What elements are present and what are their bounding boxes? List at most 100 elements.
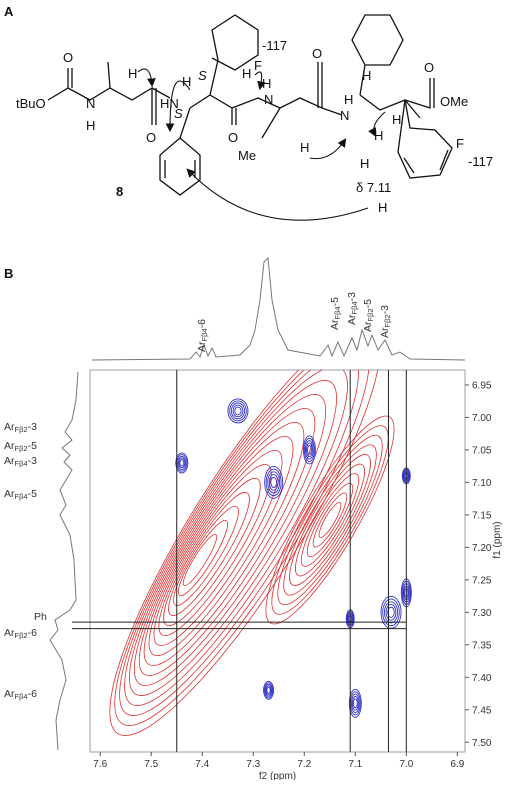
- label-sub: Fβ4: [200, 328, 209, 341]
- contour-blue: [307, 444, 312, 455]
- contour-red: [114, 370, 370, 726]
- y-tick-label: 7.15: [472, 510, 492, 521]
- contour-red: [124, 370, 348, 706]
- plot-frame: [89, 369, 466, 753]
- label-base: Ph: [34, 611, 47, 623]
- label-base: Ar: [362, 321, 374, 332]
- peak-label: ArFβ4-5: [329, 297, 342, 330]
- contour-blue: [175, 452, 189, 474]
- contour-blue: [383, 601, 399, 624]
- label-suffix: -3: [28, 421, 37, 433]
- x-tick-label: 7.1: [348, 759, 362, 770]
- peak-label: ArFβ2-5: [4, 440, 37, 453]
- contour-red: [289, 454, 371, 586]
- label-suffix: -5: [28, 488, 37, 500]
- contour-red: [178, 519, 228, 597]
- contour-blue: [232, 404, 244, 418]
- label-base: Ar: [329, 319, 341, 330]
- y-tick-label: 7.25: [472, 575, 492, 586]
- y-tick-label: 7.20: [472, 543, 492, 554]
- contour-red: [148, 436, 294, 656]
- contour-blue: [179, 459, 185, 467]
- atom-label: O: [146, 130, 156, 145]
- y-tick-label: 7.05: [472, 445, 492, 456]
- label-sub: Fβ2: [15, 444, 28, 453]
- label-sub: Fβ2: [383, 314, 392, 327]
- label-suffix: -3: [28, 455, 37, 467]
- label-sub: Fβ2: [15, 425, 28, 434]
- peak-label: Ph: [34, 611, 47, 623]
- label-suffix: -3: [346, 292, 358, 301]
- atom-label: H: [300, 140, 309, 155]
- contour-blue: [351, 695, 359, 711]
- atom-label: N: [340, 108, 349, 123]
- contour-red: [168, 491, 250, 617]
- peak-label: ArFβ2-6: [4, 627, 37, 640]
- contour-red: [163, 477, 261, 627]
- y-tick-label: 7.30: [472, 608, 492, 619]
- peak-label: ArFβ4-6: [196, 319, 209, 352]
- y-tick-label: 7.45: [472, 705, 492, 716]
- contour-blue: [387, 606, 395, 618]
- x-tick-label: 7.0: [399, 759, 413, 770]
- contour-blue: [177, 455, 187, 470]
- contour-blue: [303, 437, 315, 462]
- label-suffix: -6: [196, 319, 208, 328]
- atom-label: O: [63, 50, 73, 65]
- contour-red: [271, 425, 389, 615]
- label-suffix: -6: [28, 688, 37, 700]
- atom-label: -117: [468, 154, 493, 169]
- atom-label: H: [128, 66, 137, 81]
- contour-blue: [349, 691, 361, 716]
- label-suffix: -5: [28, 440, 37, 452]
- contour-blue: [382, 598, 400, 627]
- y-tick-label: 7.00: [472, 413, 492, 424]
- atom-label: tBuO: [16, 96, 46, 111]
- contour-blue: [350, 693, 360, 713]
- contour-blue: [305, 442, 313, 458]
- label-base: Ar: [4, 421, 15, 433]
- x-tick-label: 6.9: [450, 759, 464, 770]
- x-tick-label: 7.2: [297, 759, 311, 770]
- atom-label: H: [262, 76, 271, 91]
- label-base: Ar: [196, 341, 208, 352]
- contours: [109, 370, 412, 736]
- contour-red: [277, 434, 383, 606]
- atom-label: F: [254, 58, 262, 73]
- label-base: Ar: [4, 688, 15, 700]
- contour-blue: [265, 685, 272, 696]
- contour-red: [109, 370, 381, 736]
- atom-label: O: [424, 60, 434, 75]
- label-base: Ar: [4, 440, 15, 452]
- contour-blue: [227, 398, 249, 424]
- contour-blue: [267, 471, 281, 494]
- label-base: Ar: [4, 627, 15, 639]
- left-spectrum: [49, 371, 79, 751]
- atom-label: H: [86, 118, 95, 133]
- atom-label: O: [228, 130, 238, 145]
- atom-label: δ 7.11: [356, 180, 391, 195]
- peak-label: ArFβ2-3: [379, 305, 392, 338]
- top-spectrum: [91, 256, 466, 361]
- contour-red: [119, 370, 359, 716]
- label-sub: Fβ4: [350, 301, 359, 314]
- contour-blue: [230, 402, 246, 420]
- structure-arrows: [137, 68, 386, 221]
- x-tick-label: 7.6: [93, 759, 107, 770]
- atom-label: H: [344, 92, 353, 107]
- contour-red: [300, 473, 360, 567]
- contour-red: [182, 533, 218, 587]
- contour-red: [173, 505, 239, 607]
- peak-label: ArFβ4-3: [4, 455, 37, 468]
- atom-label: H: [182, 74, 191, 89]
- contour-red: [295, 463, 365, 577]
- label-base: Ar: [4, 488, 15, 500]
- label-sub: Fβ4: [333, 306, 342, 319]
- structure-bonds: [47, 14, 453, 196]
- atom-label: H: [374, 128, 383, 143]
- contour-blue: [264, 683, 273, 697]
- contour-red: [138, 408, 316, 676]
- atom-label: F: [456, 136, 464, 151]
- atom-label: N: [264, 92, 273, 107]
